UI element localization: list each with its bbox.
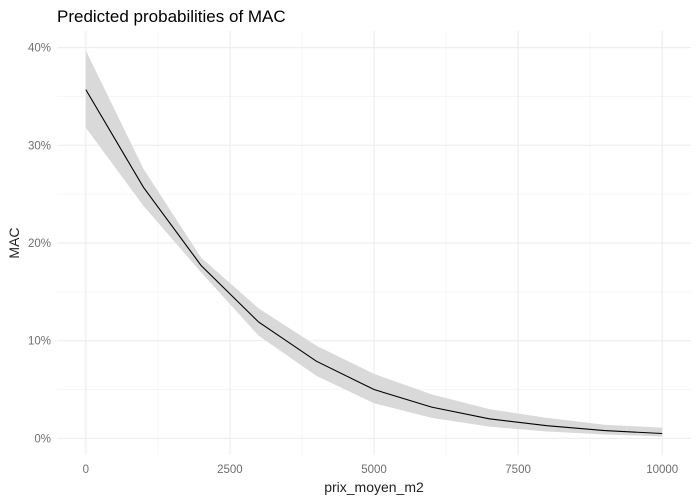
- x-tick-labels: 0 2500 5000 7500 10000: [83, 464, 679, 476]
- series-lines: [85, 89, 663, 435]
- y-tick-label: 10%: [28, 336, 51, 348]
- grid: [57, 31, 691, 455]
- x-tick-label: 7500: [505, 464, 531, 476]
- prediction-line: [85, 89, 663, 435]
- chart-title: Predicted probabilities of MAC: [57, 7, 286, 26]
- x-tick-label: 5000: [361, 464, 387, 476]
- y-tick-label: 0%: [34, 433, 51, 445]
- y-tick-labels: 0% 10% 20% 30% 40%: [28, 43, 51, 446]
- x-tick-label: 2500: [217, 464, 243, 476]
- y-tick-label: 40%: [28, 43, 51, 55]
- y-axis-title: MAC: [6, 227, 22, 258]
- y-tick-label: 30%: [28, 140, 51, 152]
- y-tick-label: 20%: [28, 238, 51, 250]
- x-tick-label: 10000: [646, 464, 678, 476]
- x-tick-label: 0: [83, 464, 89, 476]
- x-axis-title: prix_moyen_m2: [324, 479, 424, 495]
